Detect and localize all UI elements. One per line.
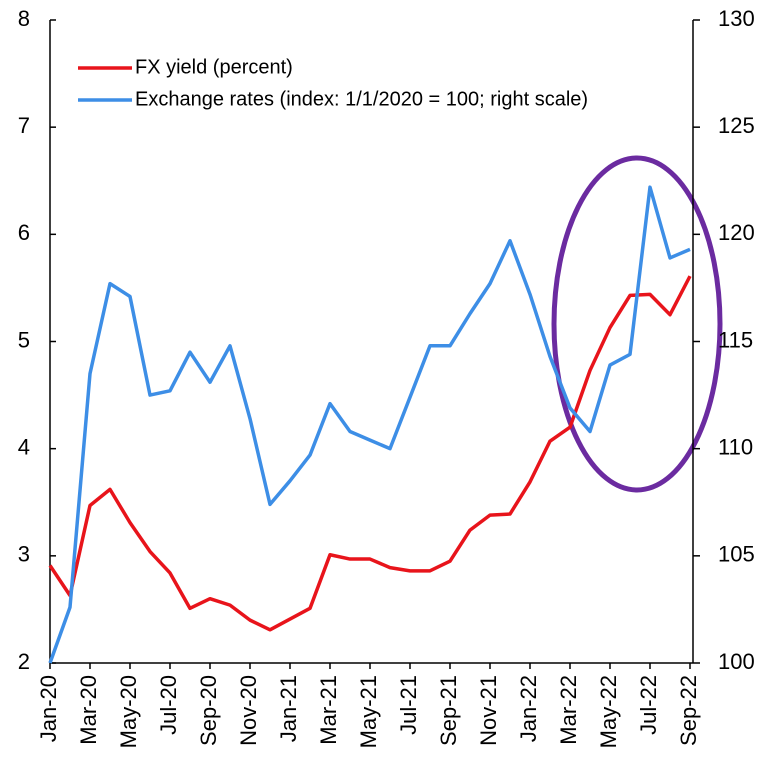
x-tick-label: Sep-22: [676, 675, 701, 746]
x-tick-label: May-21: [356, 675, 381, 748]
y2-tick-label: 115: [718, 327, 753, 352]
x-tick-label: Nov-20: [236, 675, 261, 746]
x-tick-label: Jul-21: [396, 675, 421, 735]
x-tick-label: Jul-22: [636, 675, 661, 735]
y2-tick-label: 120: [718, 220, 755, 245]
y-tick-label: 3: [18, 542, 30, 567]
legend-label: FX yield (percent): [135, 56, 293, 78]
y-tick-label: 2: [18, 649, 30, 674]
x-tick-label: May-22: [596, 675, 621, 748]
y-tick-label: 4: [18, 434, 30, 459]
x-tick-label: Sep-20: [196, 675, 221, 746]
x-tick-label: May-20: [116, 675, 141, 748]
x-tick-label: Mar-21: [316, 675, 341, 745]
x-tick-label: Jan-20: [36, 675, 61, 742]
series-line: [48, 185, 691, 664]
x-tick-label: Jan-21: [276, 675, 301, 742]
y-tick-label: 8: [18, 6, 30, 31]
x-tick-label: Mar-20: [76, 675, 101, 745]
x-tick-label: Jul-20: [156, 675, 181, 735]
series-line: [48, 275, 692, 632]
y2-tick-label: 125: [718, 113, 755, 138]
y2-tick-label: 105: [718, 542, 755, 567]
y2-tick-label: 130: [718, 6, 755, 31]
y-tick-label: 5: [18, 327, 30, 352]
x-tick-label: Jan-22: [516, 675, 541, 742]
x-tick-label: Mar-22: [556, 675, 581, 745]
y-tick-label: 7: [18, 113, 30, 138]
y-tick-label: 6: [18, 220, 30, 245]
x-tick-label: Nov-21: [476, 675, 501, 746]
highlight-ellipse: [551, 155, 723, 493]
x-tick-label: Sep-21: [436, 675, 461, 746]
y2-tick-label: 100: [718, 649, 755, 674]
legend-label: Exchange rates (index: 1/1/2020 = 100; r…: [135, 88, 588, 110]
y2-tick-label: 110: [718, 434, 753, 459]
